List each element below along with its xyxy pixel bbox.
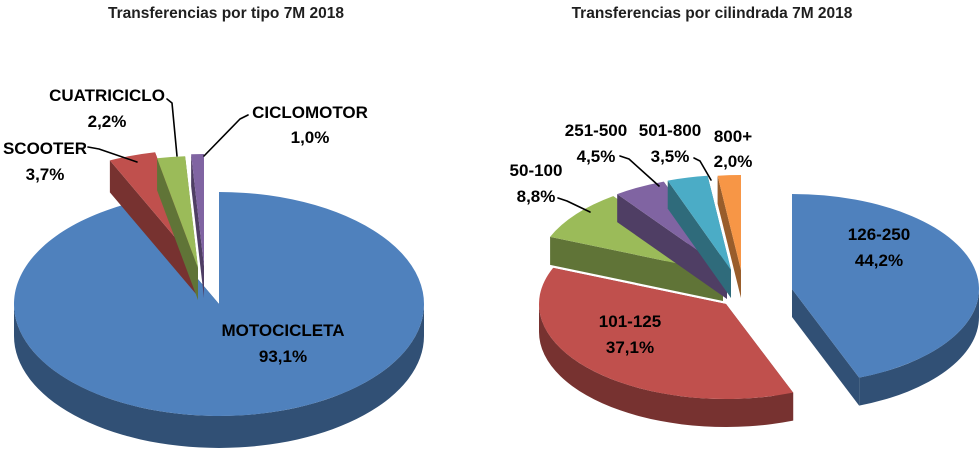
slice-category-label: 50-100: [510, 161, 563, 180]
slice-top-face: [717, 175, 741, 270]
slice-top-face: [539, 267, 794, 399]
slice-percent-label: 3,5%: [651, 147, 690, 166]
slice-top-face: [157, 156, 198, 268]
slice-category-label: 800+: [714, 127, 752, 146]
slice-category-label: SCOOTER: [3, 139, 87, 158]
slice-top-face: [13, 192, 424, 417]
slice-side-wall: [157, 158, 198, 300]
slice-category-label: CICLOMOTOR: [252, 103, 368, 122]
pie-slice-CUATRICICLO: [157, 156, 198, 300]
slice-side-wall: [109, 160, 196, 294]
leader-line-501-800: [693, 157, 712, 181]
slice-category-label: CUATRICICLO: [49, 86, 165, 105]
slice-percent-label: 4,5%: [577, 147, 616, 166]
slice-category-label: 251-500: [565, 121, 627, 140]
slice-percent-label: 37,1%: [606, 338, 654, 357]
slice-top-face: [667, 175, 731, 270]
slice-rim-wall: [859, 289, 979, 406]
slice-top-face: [792, 194, 980, 378]
pie-slice-MOTOCICLETA: [13, 192, 424, 448]
slice-rim-wall: [14, 304, 424, 448]
leader-line-CUATRICICLO: [166, 98, 178, 157]
chart-title-cilindrada: Transferencias por cilindrada 7M 2018: [571, 5, 853, 22]
pie-slice-800+: [717, 175, 741, 298]
slice-category-label: 126-250: [848, 225, 910, 244]
slice-rim-wall: [539, 304, 794, 427]
pie-chart-1: 126-250 44,2% 101-125 37,1% 50-100 8,8% 251-50…: [510, 121, 980, 427]
slice-percent-label: 3,7%: [26, 165, 65, 184]
pie-chart-0: MOTOCICLETA 93,1% SCOOTER 3,7% CUATRICICLO 2,…: [3, 86, 424, 448]
slice-side-wall: [717, 175, 741, 298]
leader-line-SCOOTER: [87, 146, 138, 163]
leader-line-CICLOMOTOR: [203, 114, 249, 157]
slice-percent-label: 2,0%: [714, 152, 753, 171]
slice-percent-label: 8,8%: [517, 187, 556, 206]
leader-line-251-500: [619, 155, 660, 187]
slice-side-wall: [792, 289, 860, 406]
slice-percent-label: 1,0%: [291, 128, 330, 147]
slice-category-label: 101-125: [599, 312, 661, 331]
slice-side-wall: [667, 180, 731, 298]
slice-side-wall: [617, 194, 727, 299]
leader-line-50-100: [557, 197, 591, 213]
slice-percent-label: 93,1%: [259, 347, 307, 366]
slice-side-wall: [550, 236, 723, 301]
slice-category-label: MOTOCICLETA: [221, 321, 344, 340]
pie-slice-CICLOMOTOR: [191, 154, 204, 298]
slice-percent-label: 44,2%: [855, 251, 903, 270]
pie-slice-501-800: [667, 175, 731, 298]
pie-slice-126-250: [792, 194, 980, 406]
slice-category-label: 501-800: [639, 121, 701, 140]
slice-top-face: [191, 154, 204, 266]
slice-percent-label: 2,2%: [88, 112, 127, 131]
pie-slice-101-125: [539, 267, 794, 427]
slice-side-wall: [191, 154, 204, 298]
chart-title-tipo: Transferencias por tipo 7M 2018: [107, 5, 345, 22]
